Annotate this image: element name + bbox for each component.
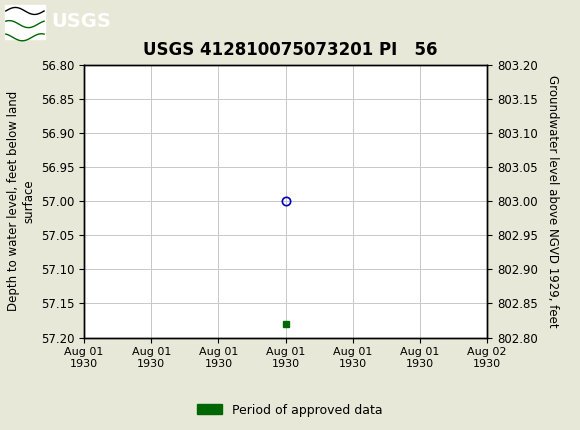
Text: USGS 412810075073201 PI   56: USGS 412810075073201 PI 56 — [143, 41, 437, 59]
Y-axis label: Depth to water level, feet below land
surface: Depth to water level, feet below land su… — [8, 91, 35, 311]
Y-axis label: Groundwater level above NGVD 1929, feet: Groundwater level above NGVD 1929, feet — [546, 75, 559, 327]
Legend: Period of approved data: Period of approved data — [192, 399, 388, 421]
Bar — [5, 5, 45, 39]
Text: USGS: USGS — [51, 12, 111, 31]
